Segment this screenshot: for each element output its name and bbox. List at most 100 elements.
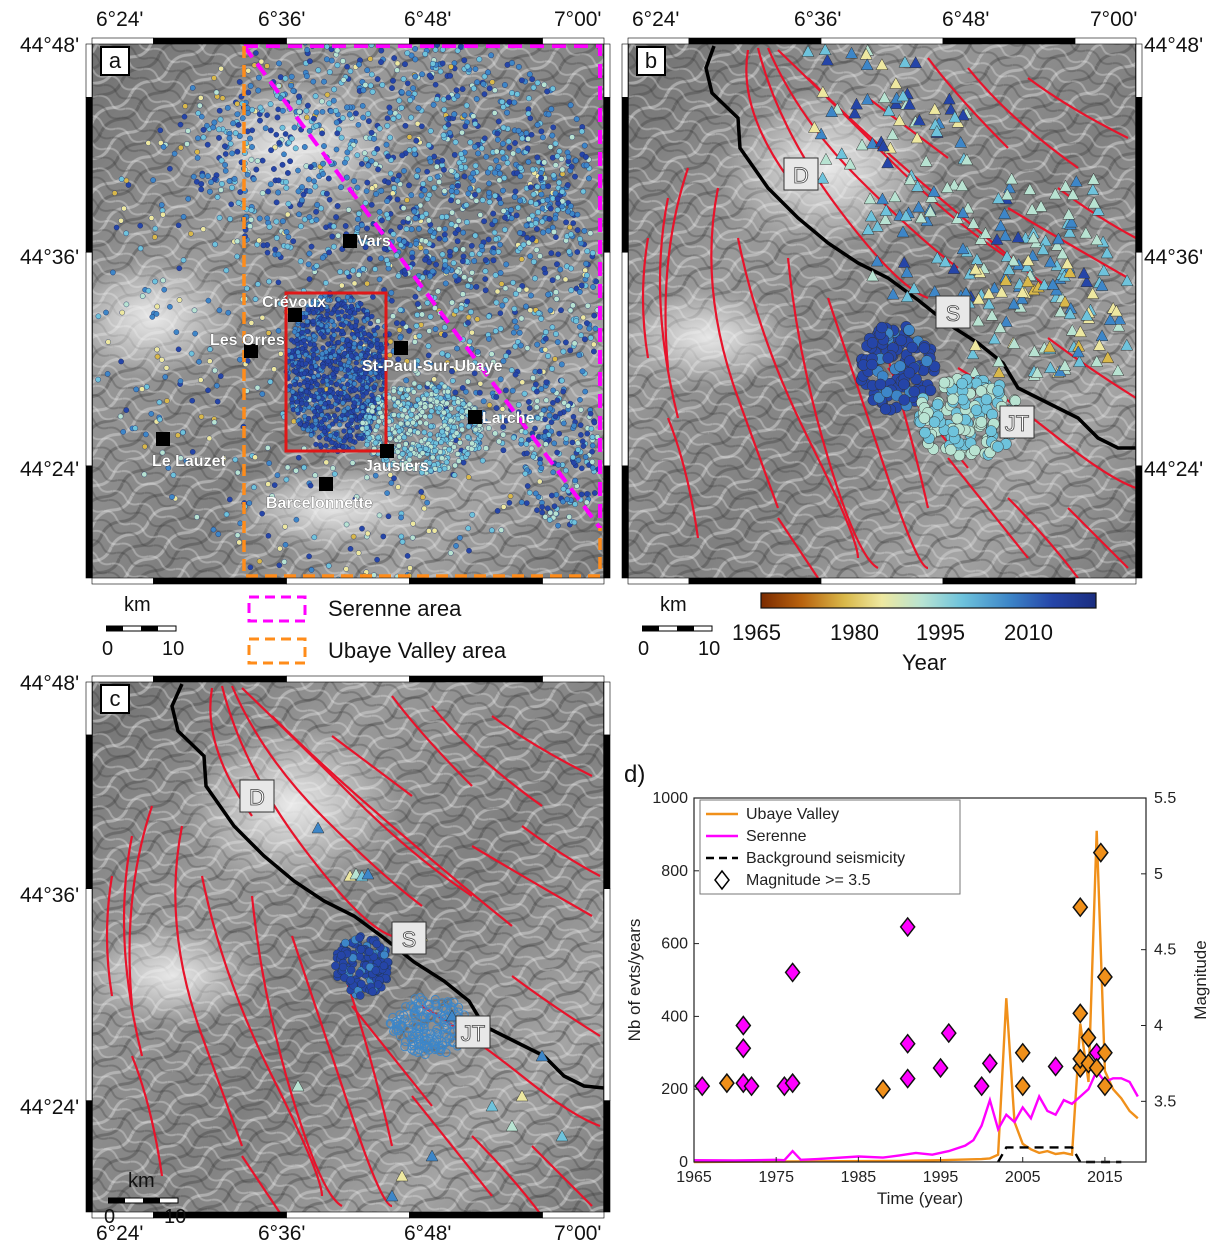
event-dot — [338, 134, 345, 141]
event-dot — [388, 480, 395, 486]
event-dot — [325, 563, 332, 569]
event-dot — [398, 514, 404, 521]
event-dot — [494, 288, 501, 295]
event-dot — [265, 481, 271, 487]
event-dot — [110, 269, 116, 276]
event-dot — [214, 194, 221, 200]
event-dot — [580, 188, 587, 195]
event-dot — [256, 237, 262, 244]
y-left-tick-label: 600 — [661, 936, 688, 953]
x-tick-label: 1965 — [676, 1169, 712, 1186]
event-dot — [323, 459, 330, 466]
event-dot — [454, 47, 461, 54]
event-dot — [104, 371, 111, 377]
event-dot — [160, 144, 167, 150]
event-dot — [343, 566, 349, 572]
event-dot — [105, 339, 112, 345]
event-dot — [204, 122, 210, 129]
event-dot — [364, 474, 370, 481]
event-dot — [218, 373, 224, 379]
event-dot — [253, 50, 259, 56]
event-dot — [486, 402, 493, 409]
event-dot — [177, 121, 184, 128]
event-dot — [310, 78, 317, 85]
event-dot — [457, 534, 463, 541]
event-dot — [184, 141, 190, 147]
event-dot — [265, 330, 272, 336]
ubaye-legend-label: Ubaye Valley area — [328, 638, 507, 663]
event-dot — [451, 472, 458, 479]
event-dot — [396, 327, 403, 333]
y-right-tick-label: 5.5 — [1154, 790, 1176, 807]
event-dot — [120, 429, 127, 435]
legend-label: Background seismicity — [746, 850, 905, 867]
event-dot — [394, 60, 401, 67]
event-dot — [194, 155, 201, 161]
scale-min-a: 0 — [102, 638, 114, 660]
event-dot — [165, 465, 172, 471]
event-dot — [473, 197, 480, 204]
event-dot — [133, 386, 140, 393]
event-dot — [355, 122, 362, 128]
event-dot — [494, 137, 501, 143]
lon-label-b-3: 6°48' — [942, 8, 990, 31]
event-dot — [189, 397, 195, 404]
event-dot — [374, 240, 381, 247]
event-dot — [266, 278, 272, 285]
event-dot — [442, 226, 448, 232]
event-dot — [395, 484, 401, 490]
event-dot — [524, 234, 530, 241]
event-dot — [384, 490, 390, 496]
event-dot — [338, 282, 345, 289]
event-dot — [314, 201, 321, 208]
event-dot — [244, 171, 251, 178]
event-dot — [284, 211, 291, 218]
event-dot — [459, 129, 465, 136]
event-dot — [139, 386, 145, 392]
event-dot — [384, 115, 391, 121]
event-dot — [463, 388, 469, 395]
event-dot — [293, 516, 300, 523]
event-dot — [125, 182, 132, 188]
event-dot — [267, 378, 274, 385]
event-dot — [247, 564, 254, 571]
lon-label-a-1: 6°24' — [96, 8, 144, 31]
event-dot — [149, 314, 156, 320]
event-dot — [148, 410, 155, 417]
event-dot — [542, 346, 549, 353]
event-dot — [307, 482, 314, 489]
event-dot — [475, 150, 481, 157]
event-dot — [256, 558, 263, 565]
event-dot — [515, 409, 522, 415]
lon-label-b-2: 6°36' — [794, 8, 842, 31]
event-dot — [367, 56, 374, 62]
event-dot — [453, 543, 459, 549]
event-dot — [308, 567, 315, 573]
event-dot — [123, 301, 130, 308]
event-dot — [448, 63, 454, 70]
event-dot — [355, 550, 362, 556]
event-dot — [479, 457, 486, 464]
event-dot — [218, 187, 224, 193]
serenne-legend-swatch — [247, 595, 307, 623]
event-dot — [212, 241, 218, 248]
y-left-tick-label: 0 — [679, 1154, 688, 1171]
event-dot — [426, 328, 433, 334]
event-dot — [486, 336, 492, 342]
event-dot — [572, 173, 578, 180]
event-dot — [139, 293, 146, 299]
chart-panel-label: d) — [624, 761, 645, 788]
event-dot — [375, 318, 381, 324]
event-dot — [494, 508, 501, 514]
event-dot — [264, 112, 270, 118]
event-dot — [113, 224, 120, 231]
event-dot — [436, 235, 443, 242]
event-dot — [167, 165, 173, 172]
event-dot — [259, 314, 266, 321]
event-dot — [412, 339, 418, 345]
event-dot — [167, 303, 173, 310]
event-dot — [484, 169, 491, 176]
event-dot — [562, 276, 569, 283]
event-dot — [590, 341, 597, 348]
lon-label-c-4: 7°00' — [554, 1222, 602, 1245]
